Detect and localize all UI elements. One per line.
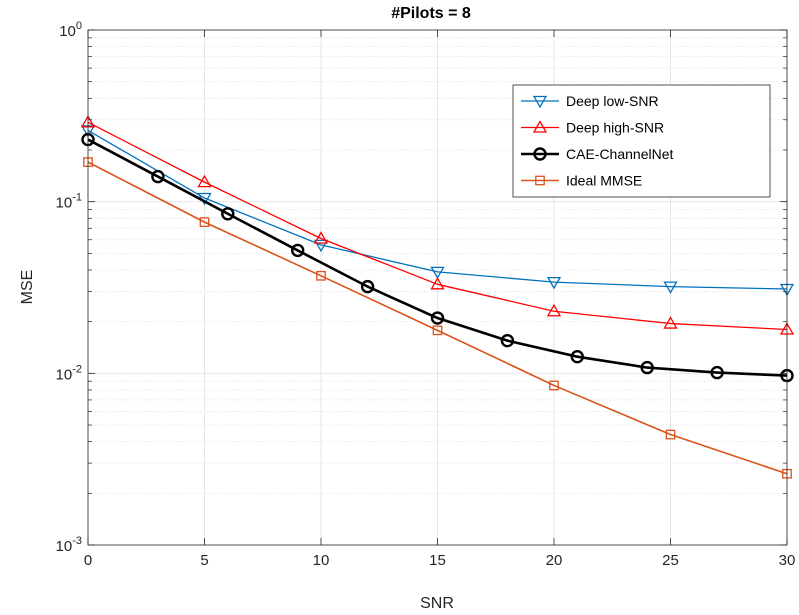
x-tick-label: 25 <box>662 552 679 569</box>
legend-label: Ideal MMSE <box>566 173 642 189</box>
legend: Deep low-SNR Deep high-SNR CAE-ChannelNet I… <box>513 85 770 197</box>
y-tick-label: 10-3 <box>56 535 82 555</box>
x-tick-label: 0 <box>84 552 92 569</box>
legend-label: Deep low-SNR <box>566 93 659 109</box>
y-axis-label: MSE <box>19 270 36 305</box>
legend-label: CAE-ChannelNet <box>566 146 673 162</box>
y-tick-label: 100 <box>59 20 82 40</box>
y-tick-label: 10-1 <box>56 192 82 212</box>
x-tick-label: 20 <box>546 552 563 569</box>
x-tick-label: 30 <box>779 552 796 569</box>
x-tick-labels: 0 5 10 15 20 25 30 <box>84 552 796 569</box>
x-tick-label: 10 <box>313 552 330 569</box>
x-tick-label: 15 <box>429 552 446 569</box>
chart-title: #Pilots = 8 <box>391 5 471 22</box>
y-tick-labels: 10-3 10-2 10-1 100 <box>56 20 82 555</box>
y-tick-label: 10-2 <box>56 363 82 383</box>
x-tick-label: 5 <box>200 552 208 569</box>
legend-label: Deep high-SNR <box>566 120 664 136</box>
x-axis-label: SNR <box>420 595 454 612</box>
